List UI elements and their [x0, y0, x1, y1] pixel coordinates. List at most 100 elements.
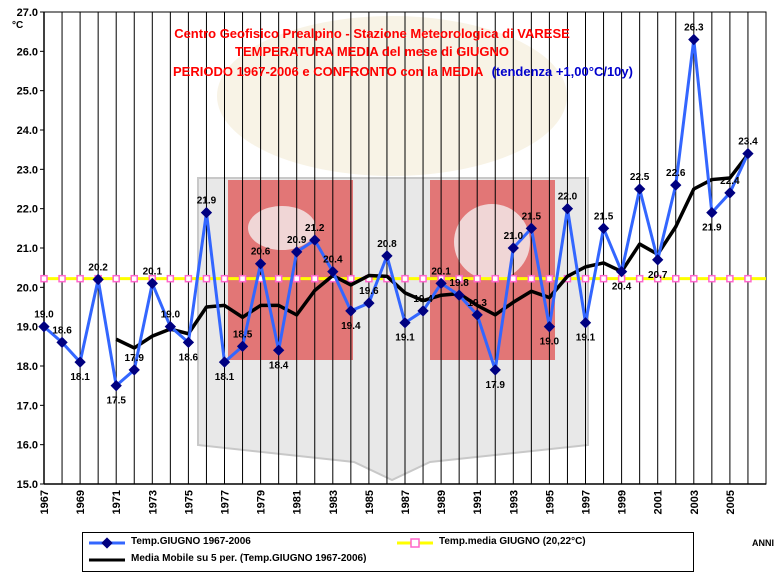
y-tick-labels: 15.0 16.0 17.0 18.0 19.0 20.0 21.0 22.0 23.0 24.0… — [17, 7, 44, 491]
temperature-point — [742, 147, 754, 160]
temperature-point — [363, 297, 375, 309]
chart-title-line-2: TEMPERATURA MEDIA del mese di GIUGNO — [235, 44, 509, 59]
mean-point — [58, 274, 66, 283]
y-tick-label: 21.0 — [17, 243, 38, 255]
mean-point — [274, 274, 283, 283]
data-label: 19.1 — [576, 333, 596, 344]
temperature-point — [597, 222, 610, 234]
temperature-point — [633, 183, 646, 195]
data-label: 18.5 — [233, 329, 253, 340]
data-label: 18.6 — [52, 325, 72, 336]
temperature-point — [417, 305, 429, 317]
mean-point — [292, 274, 301, 283]
x-tick-label: 2001 — [653, 490, 665, 514]
temperature-point — [706, 206, 718, 219]
temperature-point — [579, 317, 592, 329]
data-label: 21.5 — [594, 211, 614, 222]
temperature-point — [670, 179, 682, 191]
data-label: 19.0 — [34, 310, 54, 321]
mean-point — [130, 274, 138, 283]
legend-label-moving-average: Media Mobile su 5 per. (Temp.GIUGNO 1967… — [131, 553, 367, 564]
temperature-point — [218, 356, 231, 368]
x-tick-label: 1989 — [436, 490, 448, 514]
data-label: 20.4 — [323, 255, 343, 266]
mean-point — [112, 274, 120, 283]
data-label: 20.9 — [287, 235, 307, 246]
mean-point — [184, 274, 193, 283]
data-label: 20.2 — [88, 262, 108, 273]
mean-point — [635, 274, 644, 283]
y-tick-label: 16.0 — [17, 440, 38, 452]
y-unit-label: °C — [12, 20, 23, 31]
x-tick-labels: 1967 1969 1971 1973 1975 1977 1979 1981 1983 1985… — [39, 490, 737, 514]
x-tick-label: 1983 — [328, 490, 340, 514]
chart-title-period: PERIODO 1967-2006 e CONFRONTO con la MED… — [173, 64, 484, 79]
y-tick-label: 17.0 — [17, 400, 38, 412]
mean-point — [599, 274, 608, 283]
data-labels: 19.0 18.6 18.1 20.2 17.5 17.9 20.1 19.0 18.6 21.9… — [34, 23, 758, 407]
temperature-point — [291, 246, 303, 258]
mean-point — [455, 274, 463, 283]
temperature-point — [688, 33, 700, 46]
mean-point — [76, 274, 84, 283]
temperature-point — [471, 309, 483, 321]
temperature-point — [489, 364, 501, 376]
data-label: 20.1 — [431, 266, 451, 277]
legend-swatch-mean — [397, 538, 433, 548]
mean-point — [509, 274, 518, 283]
chart-title-line-3: PERIODO 1967-2006 e CONFRONTO con la MED… — [173, 64, 633, 79]
y-tick-label: 20.0 — [17, 282, 38, 294]
data-label: 21.9 — [702, 223, 722, 234]
x-tick-label: 2005 — [725, 490, 737, 514]
data-label: 20.8 — [377, 239, 397, 250]
mean-point — [690, 274, 698, 283]
temperature-point — [435, 277, 447, 290]
data-label: 21.2 — [305, 223, 325, 234]
data-label: 26.3 — [684, 23, 704, 34]
temperature-point — [525, 222, 538, 234]
temperature-point — [200, 206, 213, 219]
data-label: 20.4 — [612, 282, 632, 293]
x-tick-label: 1997 — [581, 490, 593, 514]
x-unit-label: ANNI — [752, 538, 774, 548]
temperature-point — [345, 305, 357, 317]
legend-label-temp: Temp.GIUGNO 1967-2006 — [131, 536, 251, 547]
data-label: 22.0 — [558, 192, 578, 203]
data-label: 20.7 — [648, 270, 668, 281]
mean-point — [220, 274, 229, 283]
emblem-crown — [217, 16, 567, 176]
data-label: 17.9 — [125, 353, 145, 364]
data-label: 18.4 — [269, 360, 289, 371]
data-label: 21.0 — [504, 231, 524, 242]
data-label: 19.0 — [540, 337, 560, 348]
data-label: 18.1 — [70, 372, 90, 383]
x-tick-label: 1969 — [75, 490, 87, 514]
mean-point — [491, 274, 499, 283]
x-tick-label: 1985 — [364, 490, 376, 514]
y-tick-label: 15.0 — [17, 479, 38, 491]
x-tick-label: 1979 — [256, 490, 268, 514]
x-tick-label: 1991 — [472, 490, 484, 514]
x-tick-label: 1999 — [617, 490, 629, 514]
x-tick-label: 1975 — [183, 490, 195, 514]
data-label: 20.1 — [143, 266, 163, 277]
data-label: 22.4 — [720, 176, 740, 187]
grid-lines — [43, 12, 767, 484]
data-label: 22.5 — [630, 172, 650, 183]
mean-point — [545, 274, 554, 283]
data-label: 18.1 — [215, 372, 235, 383]
series-line-temperature — [43, 38, 750, 388]
temperature-point — [92, 273, 104, 286]
data-label: 21.5 — [522, 211, 542, 222]
data-label: 17.5 — [106, 396, 126, 407]
mean-point — [401, 274, 409, 283]
mean-point — [672, 274, 680, 283]
x-tick-label: 1981 — [292, 490, 304, 514]
temperature-point — [128, 364, 140, 376]
y-tick-label: 26.0 — [17, 46, 38, 58]
mean-point — [166, 274, 175, 283]
mean-point — [653, 274, 662, 283]
temperature-point — [615, 265, 628, 278]
temperature-point — [453, 289, 465, 301]
y-tick-label: 19.0 — [17, 322, 38, 334]
